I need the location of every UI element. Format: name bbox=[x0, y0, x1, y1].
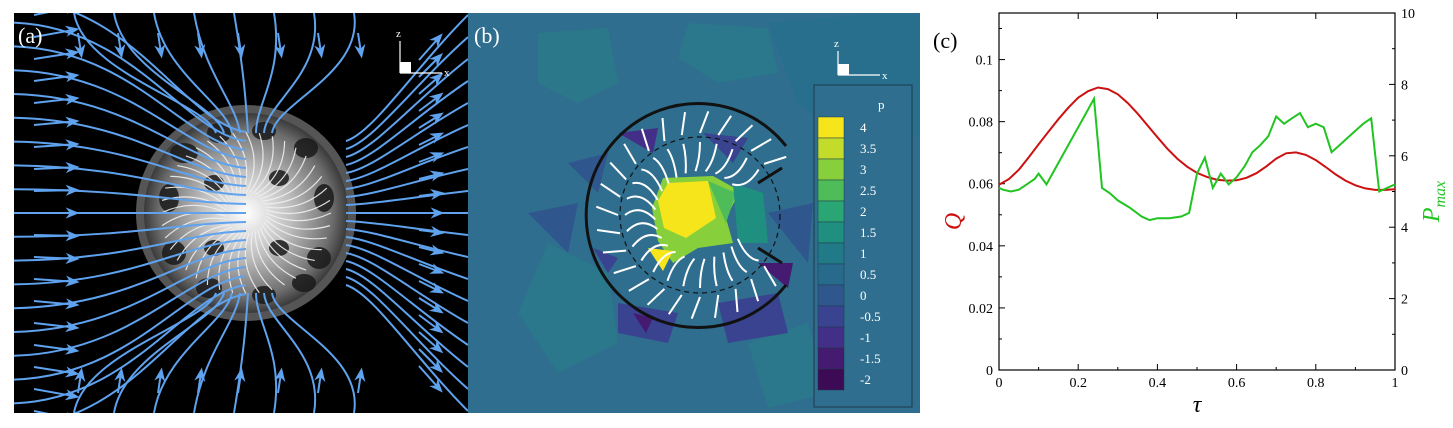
pressure-contour-plot: z x p 4 3.5 3 2.5 2 1.5 1 0.5 0 -0.5 -1 -1.5 -2 bbox=[518, 13, 920, 408]
streamlines bbox=[13, 0, 469, 428]
y-right-tick-label: 4 bbox=[1401, 221, 1408, 236]
legend-swatch bbox=[817, 305, 845, 328]
legend-swatch bbox=[817, 284, 845, 307]
panel-b-label: (b) bbox=[474, 23, 500, 48]
x-tick-label: 1 bbox=[1392, 376, 1399, 391]
legend-swatch bbox=[817, 179, 845, 202]
legend-level-label: 3.5 bbox=[860, 141, 876, 156]
y-left-tick-label: 0.06 bbox=[969, 178, 994, 193]
y-right-tick-label: 2 bbox=[1401, 293, 1408, 308]
legend-swatch bbox=[817, 347, 845, 370]
legend-swatch bbox=[817, 326, 845, 349]
y-right-tick-label: 0 bbox=[1401, 364, 1408, 379]
legend-level-label: 1.5 bbox=[860, 225, 876, 240]
x-tick-label: 0 bbox=[996, 376, 1003, 391]
series-pmax-line bbox=[998, 95, 1396, 222]
legend-level-label: -0.5 bbox=[860, 309, 881, 324]
y-left-tick-label: 0.02 bbox=[969, 302, 994, 317]
axis-x-label-b: x bbox=[882, 70, 888, 82]
plot-frame bbox=[998, 12, 1396, 371]
x-tick-label: 0.2 bbox=[1069, 376, 1087, 391]
panel-c-label: (c) bbox=[933, 28, 957, 53]
axes-triad-b: z x bbox=[834, 38, 888, 82]
legend-level-label: 2.5 bbox=[860, 183, 876, 198]
y-left-tick-label: 0.1 bbox=[976, 54, 994, 69]
y-left-axis-label: Q bbox=[941, 213, 967, 230]
legend-level-label: 2 bbox=[860, 204, 867, 219]
legend-swatch bbox=[817, 200, 845, 223]
pressure-legend: p 4 3.5 3 2.5 2 1.5 1 0.5 0 -0.5 -1 -1.5 -2 bbox=[813, 84, 913, 408]
streamline-sphere-render: z x bbox=[13, 0, 469, 428]
legend-level-label: -1.5 bbox=[860, 351, 881, 366]
legend-level-label: 0 bbox=[860, 288, 867, 303]
x-tick-label: 0.6 bbox=[1228, 376, 1246, 391]
y-left-tick-label: 0.08 bbox=[969, 116, 994, 131]
axis-z-label: z bbox=[396, 28, 401, 40]
legend-swatch bbox=[817, 221, 845, 244]
y-right-tick-label: 8 bbox=[1401, 78, 1408, 93]
x-axis-label: τ bbox=[1193, 392, 1203, 418]
legend-swatch bbox=[817, 116, 845, 139]
legend-swatch bbox=[817, 242, 845, 265]
white-streamlines bbox=[595, 110, 787, 320]
legend-swatch bbox=[817, 137, 845, 160]
legend-level-label: -2 bbox=[860, 372, 871, 387]
y-right-tick-label: 10 bbox=[1401, 7, 1415, 22]
y-left-tick-label: 0 bbox=[986, 364, 993, 379]
x-tick-label: 0.4 bbox=[1149, 376, 1167, 391]
panel-a-label: (a) bbox=[18, 23, 43, 48]
y-right-tick-label: 6 bbox=[1401, 150, 1408, 165]
x-tick-label: 0.8 bbox=[1307, 376, 1325, 391]
axes-triad: z x bbox=[396, 28, 450, 79]
axis-z-label-b: z bbox=[834, 38, 839, 50]
axis-x-label: x bbox=[444, 67, 450, 79]
q-pmax-chart: 0 0.2 0.4 0.6 0.8 100.020.040.060.080.1024681… bbox=[933, 7, 1449, 418]
legend-level-label: 4 bbox=[860, 120, 867, 135]
legend-level-label: 3 bbox=[860, 162, 867, 177]
legend-swatch bbox=[817, 158, 845, 181]
legend-level-label: 0.5 bbox=[860, 267, 876, 282]
legend-title: p bbox=[878, 97, 885, 112]
y-left-tick-label: 0.04 bbox=[969, 240, 994, 255]
panel-a-streamline-view: z x (a) bbox=[13, 0, 469, 428]
panel-b-pressure-contour: z x p 4 3.5 3 2.5 2 1.5 1 0.5 0 -0.5 -1 -1.5 -2 (b) bbox=[468, 13, 920, 413]
legend-level-label: -1 bbox=[860, 330, 871, 345]
panel-c-line-chart: 0 0.2 0.4 0.6 0.8 1 0 0.02 0.04 0.06 0.08 0.1 0 2 4 6 8 1… bbox=[925, 0, 1453, 423]
legend-swatch bbox=[817, 368, 845, 391]
y-right-axis-label: Pmax bbox=[1419, 181, 1449, 223]
legend-level-label: 1 bbox=[860, 246, 867, 261]
legend-swatch bbox=[817, 263, 845, 286]
